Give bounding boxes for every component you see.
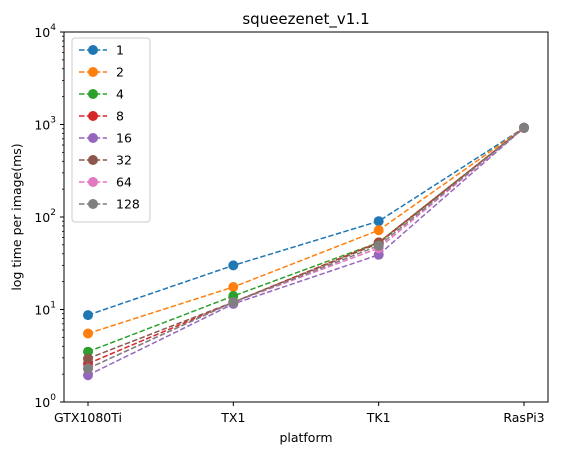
legend-marker-64: [88, 177, 98, 187]
x-axis: GTX1080Ti TX1 TK1 RasPi3: [54, 402, 545, 425]
y-tick-label-1: 100: [34, 393, 56, 410]
legend-marker-2: [88, 67, 98, 77]
y-axis: 100 101 102 103 104: [34, 23, 64, 410]
series-line-8: [87, 127, 525, 365]
data-point-2-TK1: [373, 225, 384, 236]
x-axis-label: platform: [279, 430, 332, 445]
data-point-1-TK1: [373, 216, 384, 227]
data-point-1-TX1: [228, 260, 239, 271]
series-line-16: [87, 127, 525, 376]
data-point-128-TX1: [228, 297, 239, 308]
x-tick-label-RasPi3: RasPi3: [503, 410, 544, 425]
data-point-128-RasPi3: [519, 122, 529, 133]
y-tick-label-10: 101: [34, 301, 56, 318]
series-line-64: [87, 127, 525, 370]
legend-marker-32: [88, 155, 98, 165]
series-line-32: [87, 127, 525, 360]
legend-marker-128: [88, 199, 98, 209]
legend-label-8: 8: [116, 109, 124, 124]
data-point-2-GTX1080Ti: [83, 328, 93, 339]
x-tick-label-GTX1080Ti: GTX1080Ti: [54, 410, 122, 425]
legend-label-32: 32: [116, 153, 132, 168]
series-line-128: [87, 127, 525, 370]
plot-area: [83, 122, 529, 381]
legend-label-128: 128: [116, 197, 140, 212]
y-axis-label: log time per image(ms): [9, 143, 24, 290]
y-tick-label-1000: 103: [34, 116, 56, 133]
legend-box: [71, 37, 151, 223]
x-tick-label-TX1: TX1: [220, 410, 245, 425]
data-point-2-TX1: [228, 282, 239, 292]
legend-marker-1: [88, 45, 98, 55]
data-point-32-GTX1080Ti: [83, 353, 93, 364]
legend-label-2: 2: [116, 65, 124, 80]
data-point-1-GTX1080Ti: [83, 310, 93, 321]
chart-title: squeezenet_v1.1: [242, 10, 369, 29]
y-tick-label-100: 102: [34, 208, 56, 225]
series-line-1: [87, 127, 525, 316]
y-tick-label-10000: 104: [34, 23, 56, 40]
legend-marker-4: [88, 89, 98, 99]
legend: 1 2 4 8 16 32 64 128: [71, 37, 151, 223]
series-line-4: [87, 127, 525, 353]
legend-label-64: 64: [116, 175, 132, 190]
data-point-128-TK1: [373, 240, 384, 251]
legend-marker-16: [88, 133, 98, 143]
legend-label-4: 4: [116, 87, 124, 102]
legend-marker-8: [88, 111, 98, 121]
data-point-128-GTX1080Ti: [83, 363, 93, 374]
x-tick-label-TK1: TK1: [366, 410, 391, 425]
legend-label-16: 16: [116, 131, 132, 146]
legend-label-1: 1: [116, 43, 124, 58]
series-line-2: [87, 127, 525, 335]
